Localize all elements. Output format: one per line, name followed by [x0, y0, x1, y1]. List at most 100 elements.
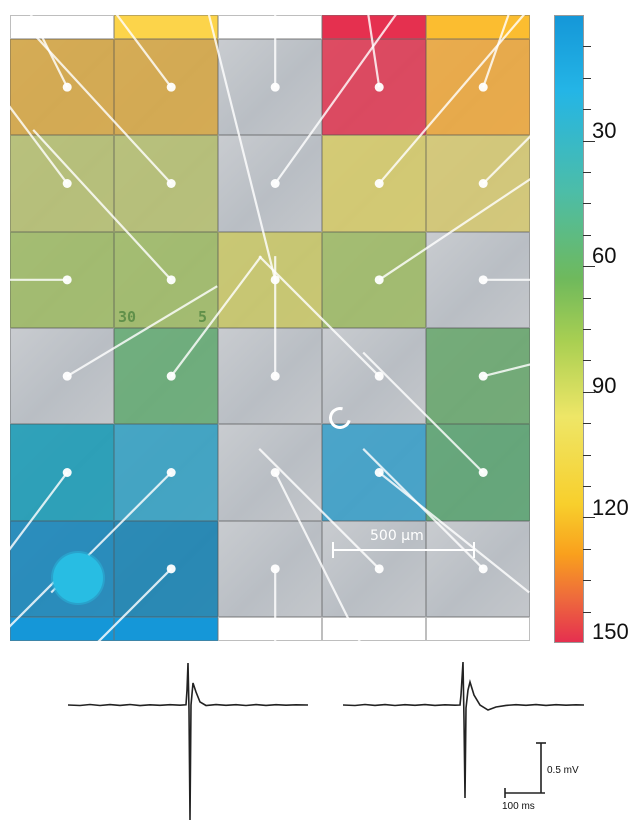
- cell-border: [322, 328, 426, 425]
- electrode-cell-r4-c3: [218, 328, 322, 425]
- colorbar-tick: [583, 580, 591, 582]
- electrode-pad: [62, 179, 72, 188]
- colorbar-tick: [583, 140, 595, 142]
- bottom-tab-1: [10, 617, 114, 641]
- electrode-pad: [166, 275, 176, 285]
- colorbar-tick: [583, 172, 591, 173]
- colorbar-tick: [583, 360, 591, 362]
- electrode-pad: [478, 179, 488, 188]
- electrode-grid: [10, 15, 530, 641]
- cell-border: [114, 135, 218, 232]
- top-tab-4: [322, 15, 426, 39]
- electrode-lead: [362, 351, 484, 474]
- electrode-pad: [166, 468, 176, 477]
- colorbar-tick: [583, 266, 595, 268]
- electrode-cell-r5-c2: [114, 424, 218, 521]
- electrode-cell-r1-c5: [426, 39, 530, 136]
- electrode-pad: [270, 179, 280, 188]
- cell-border: [322, 39, 426, 136]
- spike-trace-left: [67, 662, 309, 821]
- micrograph-background: [218, 135, 322, 232]
- electrode-lead: [66, 285, 218, 378]
- electrode-pad: [166, 179, 176, 188]
- electrode-lead: [207, 15, 277, 281]
- tab-border: [114, 617, 218, 641]
- voltage-scale-label: 0.5 mV: [547, 765, 579, 776]
- activity-overlay: [426, 39, 530, 136]
- tab-border: [114, 15, 218, 39]
- electrode-lead: [378, 15, 526, 185]
- colorbar-tick: [583, 329, 591, 330]
- colorbar-tick: [583, 391, 595, 393]
- electrode-cell-r5-c4: [322, 424, 426, 521]
- electrode-pad: [62, 275, 72, 285]
- electrode-cell-r5-c3: [218, 424, 322, 521]
- colorbar: [554, 15, 584, 643]
- cell-border: [218, 231, 322, 328]
- electrode-cell-r2-c4: [322, 135, 426, 232]
- electrode-pad: [478, 82, 488, 92]
- electrode-cell-r1-c2: [114, 39, 218, 136]
- activity-overlay: [322, 231, 426, 328]
- electrode-pad: [478, 371, 488, 381]
- electrode-cell-r4-c5: [426, 328, 530, 425]
- activity-overlay: [322, 424, 426, 521]
- electrode-lead: [32, 32, 173, 185]
- electrode-lead: [482, 363, 530, 378]
- electrode-pad: [270, 468, 280, 477]
- tab-border: [426, 617, 530, 641]
- activity-overlay: [114, 424, 218, 521]
- cell-border: [10, 424, 114, 521]
- colorbar-tick: [583, 517, 595, 519]
- cell-border: [322, 424, 426, 521]
- scale-bar-cap-left: [332, 542, 334, 558]
- colorbar-label-90: 90: [592, 373, 617, 398]
- electrode-pad: [374, 371, 384, 381]
- activity-overlay: [322, 135, 426, 232]
- time-scale-label: 100 ms: [502, 801, 535, 812]
- tab-border: [218, 15, 322, 39]
- electrode-pad: [478, 564, 488, 574]
- electrode-cell-r4-c1: [10, 328, 114, 425]
- electrode-pad: [374, 564, 384, 574]
- electrode-cell-r6-c5: [426, 520, 530, 617]
- activity-overlay: [10, 424, 114, 521]
- electrode-lead: [258, 448, 380, 570]
- electrode-cell-r5-c1: [10, 424, 114, 521]
- electrode-cell-r2-c3: [218, 135, 322, 232]
- electrode-cell-r6-c2: [114, 520, 218, 617]
- cell-border: [322, 231, 426, 328]
- activity-overlay: [114, 520, 218, 617]
- electrode-pad: [270, 371, 280, 381]
- chip-marking-left: 30: [118, 308, 137, 326]
- electrode-cell-r4-c4: [322, 328, 426, 425]
- electrode-cell-r3-c3: [218, 231, 322, 328]
- colorbar-tick: [583, 109, 591, 111]
- electrode-lead: [482, 135, 530, 185]
- cell-border: [218, 135, 322, 232]
- tab-border: [322, 15, 426, 39]
- micrograph-background: [322, 328, 426, 425]
- electrode-lead: [367, 15, 381, 88]
- cell-border: [114, 231, 218, 328]
- electrode-lead: [170, 255, 263, 377]
- tab-border: [10, 617, 114, 641]
- electrode-pad: [374, 179, 384, 188]
- electrode-pad: [62, 468, 72, 477]
- cell-border: [426, 328, 530, 425]
- cell-border: [114, 424, 218, 521]
- electrode-lead: [258, 255, 380, 377]
- micrograph-background: [218, 520, 322, 617]
- activity-overlay: [114, 39, 218, 136]
- spike-trace-right: [342, 661, 585, 799]
- electrode-cell-r6-c3: [218, 520, 322, 617]
- electrode-pad: [478, 275, 488, 285]
- electrode-pad: [374, 468, 384, 477]
- electrode-pad: [166, 82, 176, 92]
- electrode-pad: [270, 564, 280, 574]
- scale-bar: [332, 540, 475, 560]
- top-tab-1: [10, 15, 114, 39]
- cell-border: [426, 135, 530, 232]
- electrode-wires: [10, 15, 530, 641]
- electrode-cell-r5-c5: [426, 424, 530, 521]
